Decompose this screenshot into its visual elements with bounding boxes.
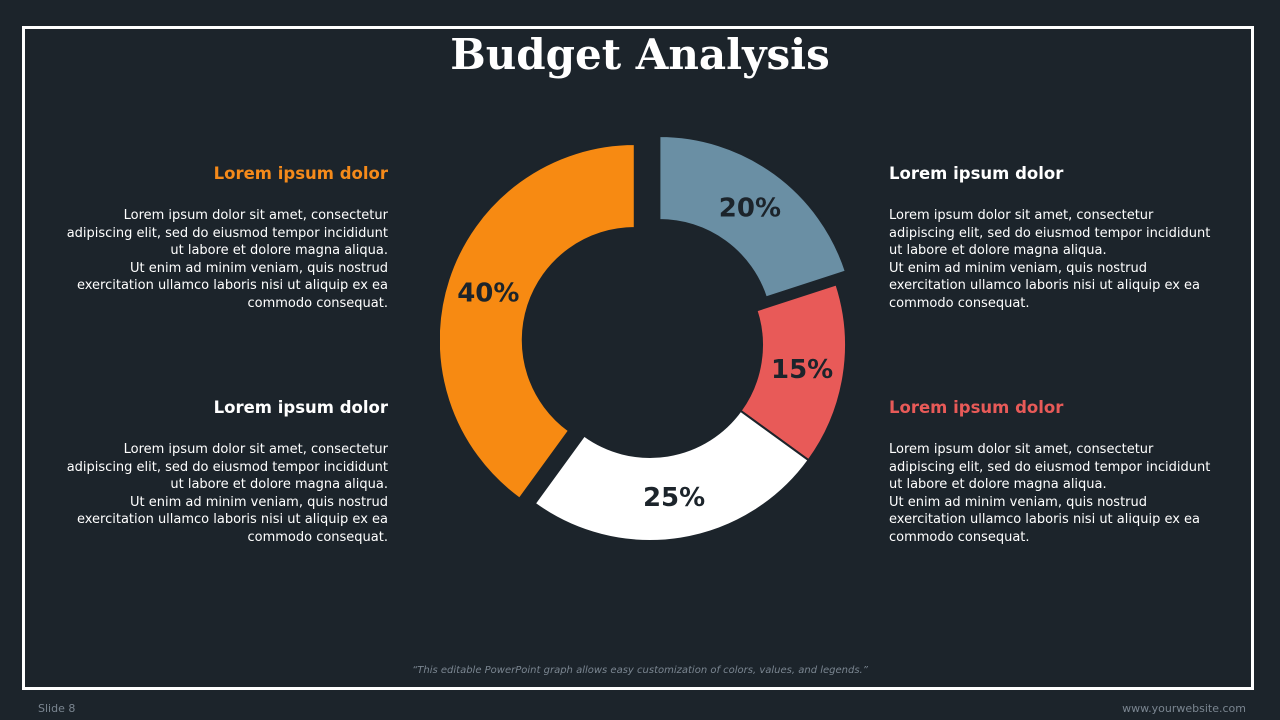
slice-percent-label: 25% [643, 483, 705, 513]
donut-slice [440, 143, 636, 501]
body-line: Lorem ipsum dolor sit amet, consectetur [123, 208, 388, 223]
donut-chart: 20% 15% 25% 40% [440, 130, 860, 560]
slide-frame [22, 26, 1254, 690]
block-heading: Lorem ipsum dolor [889, 164, 1064, 183]
body-line: ut labore et dolore magna aliqua. [170, 477, 388, 493]
body-line: ut labore et dolore magna aliqua. [889, 477, 1107, 493]
block-heading: Lorem ipsum dolor [213, 398, 388, 417]
body-line: Ut enim ad minim veniam, quis nostrud [129, 494, 388, 510]
slice-percent-label: 20% [719, 193, 781, 223]
block-body: Lorem ipsum dolor sit amet, consectetur … [889, 207, 1219, 313]
body-line: adipiscing elit, sed do eiusmod tempor i… [66, 459, 388, 475]
block-heading: Lorem ipsum dolor [213, 164, 388, 183]
donut-chart-svg: 20% 15% 25% 40% [440, 135, 848, 542]
block-body: Lorem ipsum dolor sit amet, consectetur … [58, 441, 388, 547]
donut-slice [533, 409, 810, 542]
body-line: Lorem ipsum dolor sit amet, consectetur [889, 442, 1154, 457]
block-body: Lorem ipsum dolor sit amet, consectetur … [58, 207, 388, 313]
text-block-bottom-right: Lorem ipsum dolor Lorem ipsum dolor sit … [889, 398, 1219, 547]
body-line: commodo consequat. [889, 529, 1030, 545]
text-block-top-left: Lorem ipsum dolor Lorem ipsum dolor sit … [58, 164, 388, 313]
body-line: Ut enim ad minim veniam, quis nostrud [889, 494, 1148, 510]
body-line: Lorem ipsum dolor sit amet, consectetur [889, 208, 1154, 223]
text-block-top-right: Lorem ipsum dolor Lorem ipsum dolor sit … [889, 164, 1219, 313]
footer-note: “This editable PowerPoint graph allows e… [412, 665, 868, 676]
body-line: Ut enim ad minim veniam, quis nostrud [129, 260, 388, 276]
body-line: adipiscing elit, sed do eiusmod tempor i… [889, 459, 1211, 475]
body-line: exercitation ullamco laboris nisi ut ali… [76, 278, 388, 294]
body-line: exercitation ullamco laboris nisi ut ali… [76, 512, 388, 528]
slice-percent-label: 40% [457, 278, 519, 308]
page-title: Budget Analysis [450, 30, 830, 79]
block-heading: Lorem ipsum dolor [889, 398, 1064, 417]
block-body: Lorem ipsum dolor sit amet, consectetur … [889, 441, 1219, 547]
body-line: exercitation ullamco laboris nisi ut ali… [889, 512, 1201, 528]
body-line: commodo consequat. [247, 295, 388, 311]
slice-percent-label: 15% [771, 355, 833, 385]
text-block-bottom-left: Lorem ipsum dolor Lorem ipsum dolor sit … [58, 398, 388, 547]
body-line: adipiscing elit, sed do eiusmod tempor i… [889, 225, 1211, 241]
body-line: commodo consequat. [889, 295, 1030, 311]
body-line: Lorem ipsum dolor sit amet, consectetur [123, 442, 388, 457]
donut-slice [658, 135, 848, 299]
body-line: exercitation ullamco laboris nisi ut ali… [889, 278, 1201, 294]
body-line: ut labore et dolore magna aliqua. [170, 243, 388, 259]
body-line: Ut enim ad minim veniam, quis nostrud [889, 260, 1148, 276]
website-url: www.yourwebsite.com [1122, 702, 1246, 715]
body-line: commodo consequat. [247, 529, 388, 545]
body-line: adipiscing elit, sed do eiusmod tempor i… [66, 225, 388, 241]
slide-number: Slide 8 [38, 702, 76, 715]
body-line: ut labore et dolore magna aliqua. [889, 243, 1107, 259]
